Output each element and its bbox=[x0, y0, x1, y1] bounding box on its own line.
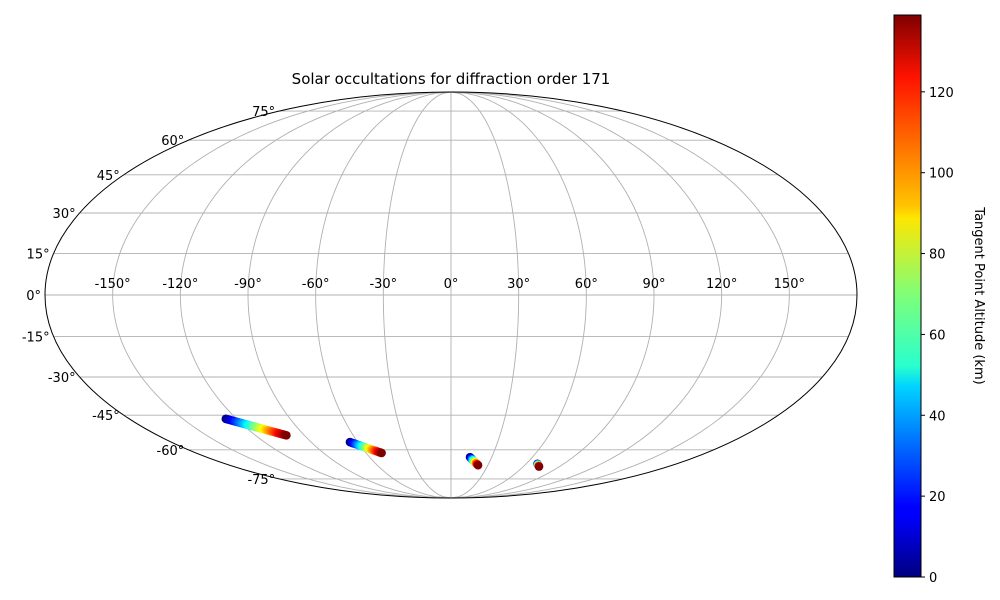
colorbar bbox=[893, 14, 922, 578]
latitude-tick-label: -75° bbox=[247, 473, 275, 488]
colorbar-tick-label: 60 bbox=[929, 328, 946, 343]
latitude-tick-label: -30° bbox=[48, 371, 76, 386]
latitude-tick-labels: -75° -60° -45° -30° -15° 0° 15° 30° 45° 60° 75° bbox=[22, 105, 275, 488]
colorbar-tick-label: 40 bbox=[929, 409, 946, 424]
latitude-tick-label: 0° bbox=[26, 289, 41, 304]
longitude-tick-label: 150° bbox=[774, 277, 805, 292]
latitude-tick-label: 45° bbox=[97, 169, 120, 184]
colorbar-tick-label: 120 bbox=[929, 86, 954, 101]
colorbar-tick-label: 80 bbox=[929, 248, 946, 263]
longitude-tick-label: 120° bbox=[706, 277, 737, 292]
longitude-tick-label: -60° bbox=[302, 277, 330, 292]
longitude-tick-labels: -150° -120° -90° -60° -30° 0° 30° 60° 90° 120° 150… bbox=[95, 277, 805, 292]
colorbar-tick-label: 20 bbox=[929, 490, 946, 505]
occultation-point bbox=[282, 431, 291, 440]
latitude-tick-label: -45° bbox=[92, 409, 120, 424]
colorbar-label: Tangent Point Altitude (km) bbox=[971, 206, 986, 384]
chart-title: Solar occultations for diffraction order… bbox=[292, 70, 611, 88]
occultation-point bbox=[534, 462, 544, 471]
longitude-tick-label: -120° bbox=[162, 277, 198, 292]
longitude-tick-label: 60° bbox=[575, 277, 598, 292]
colorbar-tick-label: 100 bbox=[929, 167, 954, 182]
latitude-tick-label: -15° bbox=[22, 331, 50, 346]
longitude-tick-label: 30° bbox=[507, 277, 530, 292]
longitude-tick-label: -150° bbox=[95, 277, 131, 292]
latitude-tick-label: 15° bbox=[27, 247, 50, 262]
latitude-tick-label: -60° bbox=[157, 444, 185, 459]
colorbar-ticks: 0 20 40 60 80 100 120 bbox=[921, 86, 954, 586]
colorbar-tick-label: 0 bbox=[929, 571, 937, 586]
longitude-tick-label: -30° bbox=[369, 277, 397, 292]
latitude-tick-label: 60° bbox=[161, 134, 184, 149]
latitude-tick-label: 30° bbox=[53, 207, 76, 222]
longitude-tick-label: -90° bbox=[234, 277, 262, 292]
map-grid bbox=[45, 92, 857, 498]
occultation-point bbox=[377, 448, 386, 458]
longitude-tick-label: 0° bbox=[444, 277, 459, 292]
longitude-tick-label: 90° bbox=[642, 277, 665, 292]
map-outline bbox=[44, 91, 858, 499]
latitude-tick-label: 75° bbox=[252, 105, 275, 120]
occultation-point bbox=[473, 460, 483, 470]
data-points bbox=[221, 414, 544, 471]
